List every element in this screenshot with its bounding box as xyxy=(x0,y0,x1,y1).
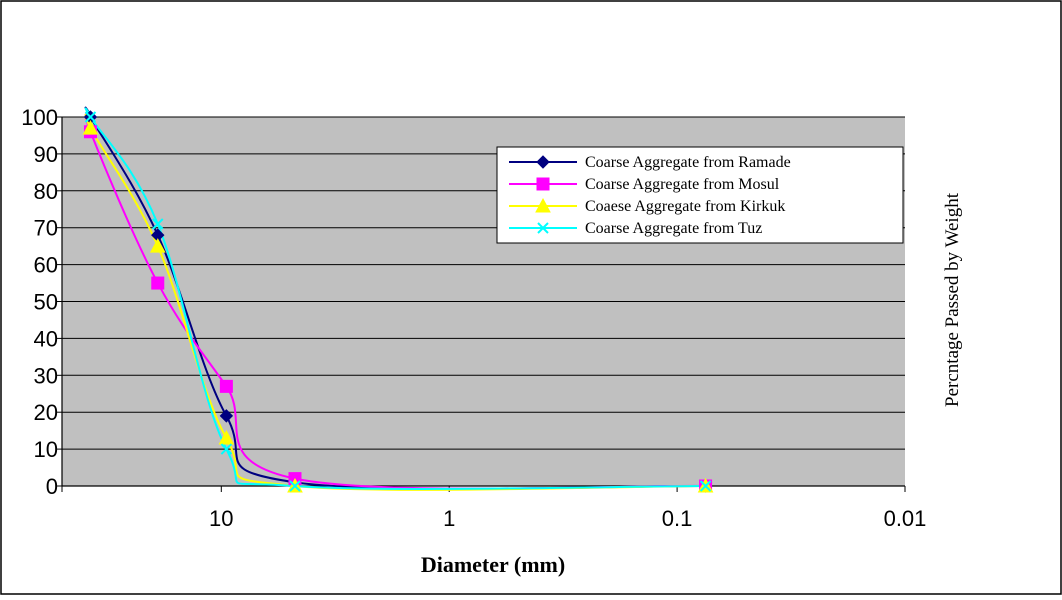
legend-marker-0 xyxy=(536,155,550,169)
data-point-2-0 xyxy=(82,120,99,135)
y-tick-label: 80 xyxy=(34,179,58,204)
legend-label-1: Coarse Aggregate from Mosul xyxy=(585,176,780,193)
data-point-3-2 xyxy=(220,443,233,455)
data-point-3-4 xyxy=(699,480,712,492)
y-tick-label: 10 xyxy=(34,437,58,462)
legend: Coarse Aggregate from Ramade Coarse Aggre… xyxy=(496,146,904,244)
legend-label-3: Coarse Aggregate from Tuz xyxy=(585,220,762,237)
y-axis-label: Percntage Passed by Weight xyxy=(942,192,963,407)
axes xyxy=(57,116,906,492)
legend-marker-2 xyxy=(535,197,551,213)
x-tick-label: 1 xyxy=(443,506,455,531)
y-tick-label: 40 xyxy=(34,326,58,351)
data-point-3-0 xyxy=(84,111,97,123)
y-tick-label: 60 xyxy=(34,253,58,278)
y-tick-label: 20 xyxy=(34,400,58,425)
gridlines xyxy=(62,116,905,487)
y-tick-label: 90 xyxy=(34,142,58,167)
markers-group xyxy=(82,110,714,493)
y-tick-labels: 0 10 20 30 40 50 60 70 80 90 100 xyxy=(21,105,58,499)
x-tick-label: 0.1 xyxy=(662,506,693,531)
data-point-3-1 xyxy=(152,218,164,230)
x-axis-label: Diameter (mm) xyxy=(421,552,565,577)
data-point-0-2 xyxy=(219,409,234,423)
x-tick-label: 10 xyxy=(209,506,233,531)
legend-label-2: Coaese Aggregate from Kirkuk xyxy=(585,198,785,215)
data-point-1-2 xyxy=(219,379,233,393)
legend-marker-1 xyxy=(536,177,550,191)
y-tick-label: 100 xyxy=(21,105,58,130)
y-tick-label: 30 xyxy=(34,363,58,388)
data-point-2-2 xyxy=(218,429,235,445)
x-tick-label: 0.01 xyxy=(884,506,927,531)
x-tick-labels: 10 1 0.1 0.01 xyxy=(209,506,926,531)
y-tick-label: 50 xyxy=(34,290,58,315)
y-tick-label: 0 xyxy=(46,474,58,499)
legend-marker-3 xyxy=(537,222,549,234)
data-point-2-1 xyxy=(149,238,166,253)
y-tick-label: 70 xyxy=(34,216,58,241)
data-point-1-1 xyxy=(151,276,165,290)
legend-label-0: Coarse Aggregate from Ramade xyxy=(585,154,791,171)
data-point-3-3 xyxy=(289,480,301,492)
